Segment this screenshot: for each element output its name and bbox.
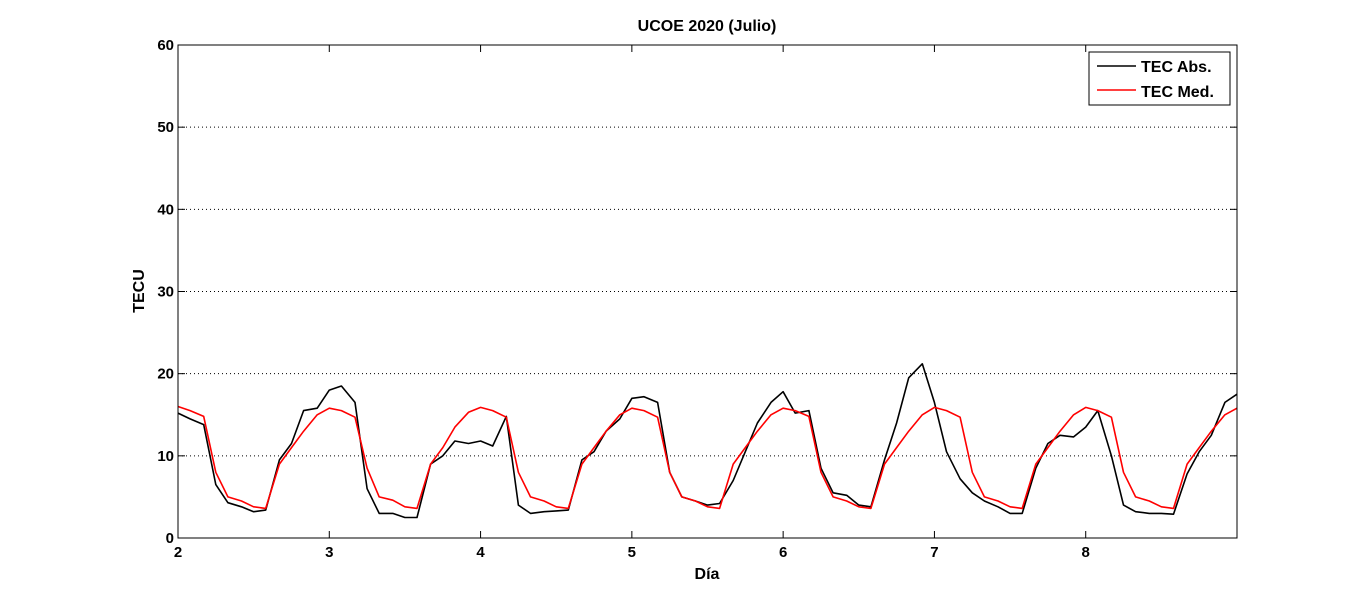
series-line-tec-med xyxy=(177,405,1238,510)
x-tick-label: 8 xyxy=(1082,544,1090,561)
y-tick-label: 50 xyxy=(157,119,174,136)
legend-label-tec-abs: TEC Abs. xyxy=(1141,59,1212,76)
x-tick-label: 3 xyxy=(325,544,333,561)
x-tick-label: 6 xyxy=(779,544,787,561)
x-tick-label: 2 xyxy=(174,544,182,561)
y-tick-label: 0 xyxy=(166,530,174,547)
y-tick-label: 40 xyxy=(157,201,174,218)
x-tick-label: 5 xyxy=(628,544,636,561)
series-line-tec-abs xyxy=(177,362,1238,519)
legend: TEC Abs. TEC Med. xyxy=(1088,51,1231,106)
y-tick-label: 60 xyxy=(157,37,174,54)
chart-title: UCOE 2020 (Julio) xyxy=(638,18,777,35)
y-tick-label: 30 xyxy=(157,284,174,301)
x-tick-label: 7 xyxy=(930,544,938,561)
legend-label-tec-med: TEC Med. xyxy=(1141,84,1214,101)
grid-lines xyxy=(178,126,1237,457)
y-tick-label: 10 xyxy=(157,448,174,465)
x-axis-label: Día xyxy=(695,566,720,583)
axis-ticks: 0 10 20 30 40 50 60 2 3 4 5 6 7 8 xyxy=(157,37,1237,561)
y-tick-label: 20 xyxy=(157,366,174,383)
x-tick-label: 4 xyxy=(476,544,485,561)
y-axis-label: TECU xyxy=(131,269,148,313)
legend-box xyxy=(1088,51,1231,106)
series-layer xyxy=(177,362,1238,519)
